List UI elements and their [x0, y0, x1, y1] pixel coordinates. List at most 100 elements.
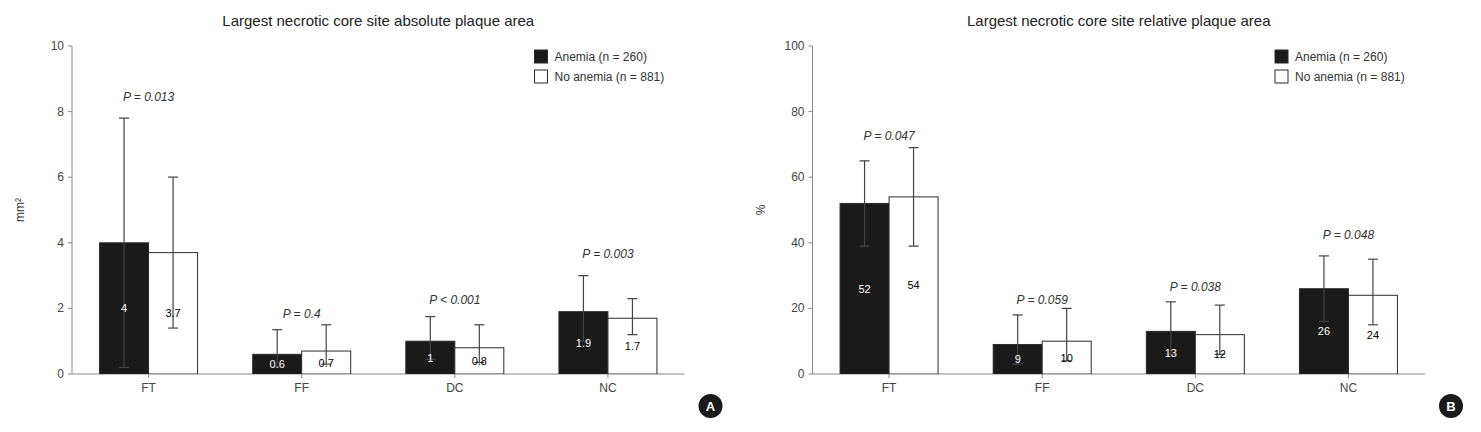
error-bar [1215, 305, 1225, 354]
data-label: 9 [1015, 353, 1021, 365]
y-axis-label: mm² [13, 198, 27, 222]
x-tick [1042, 374, 1043, 378]
legend-swatch [1275, 50, 1288, 63]
figure: Largest necrotic core site absolute plaq… [0, 0, 1481, 432]
chart-title: Largest necrotic core site relative plaq… [967, 12, 1271, 29]
x-tick-label: FT [882, 381, 897, 395]
error-cap [578, 275, 588, 276]
panel-label-badge [699, 394, 723, 418]
annotation: P = 0.013 [123, 90, 175, 104]
annotation: P = 0.4 [283, 307, 321, 321]
plot-area [100, 118, 657, 374]
x-tick-label: NC [1340, 381, 1358, 395]
error-stem [583, 276, 584, 342]
annotation: P = 0.003 [582, 247, 634, 261]
error-bar [119, 118, 129, 367]
y-tick-label: 6 [57, 170, 64, 184]
annotation: P = 0.038 [1170, 280, 1222, 294]
error-cap [1368, 324, 1378, 325]
panel-label: A [706, 399, 716, 414]
data-label: 3.7 [165, 307, 180, 319]
bar [253, 354, 302, 374]
error-cap [1319, 255, 1329, 256]
x-tick [454, 374, 455, 378]
error-cap [168, 177, 178, 178]
legend: Anemia (n = 260) No anemia (n = 881) [1275, 50, 1405, 84]
x-tick-label: NC [599, 381, 617, 395]
y-tick-label: 10 [51, 39, 65, 53]
plot-area [840, 148, 1397, 374]
error-bar [909, 148, 919, 246]
legend-label: No anemia (n = 881) [555, 70, 665, 84]
x-tick [148, 374, 149, 378]
error-stem [864, 161, 865, 246]
y-tick [809, 111, 813, 112]
error-cap [909, 147, 919, 148]
error-stem [1323, 256, 1324, 322]
x-tick-label: FF [294, 381, 309, 395]
error-stem [632, 299, 633, 335]
data-label: 52 [858, 283, 870, 295]
data-label: 1.9 [576, 337, 591, 349]
x-tick [1348, 374, 1349, 378]
y-tick-label: 100 [784, 39, 804, 53]
error-cap [1368, 259, 1378, 260]
y-axis-line [72, 46, 73, 374]
annotation: P = 0.059 [1017, 293, 1069, 307]
y-tick-label: 80 [791, 105, 805, 119]
error-cap [860, 245, 870, 246]
error-cap [425, 316, 435, 317]
legend-swatch [535, 50, 548, 63]
annotation: P = 0.048 [1323, 228, 1375, 242]
x-tick [607, 374, 608, 378]
error-cap [1215, 305, 1225, 306]
y-tick [68, 46, 72, 47]
error-cap [909, 245, 919, 246]
data-label: 24 [1367, 329, 1379, 341]
y-tick [809, 242, 813, 243]
y-tick [809, 374, 813, 375]
legend-swatch [1275, 70, 1288, 83]
error-stem [1372, 259, 1373, 325]
y-tick-label: 20 [791, 301, 805, 315]
x-tick-label: FF [1035, 381, 1050, 395]
panel-label: B [1446, 399, 1455, 414]
error-bar [578, 276, 588, 342]
data-label: 13 [1165, 347, 1177, 359]
legend-swatch [535, 70, 548, 83]
y-tick-label: 40 [791, 236, 805, 250]
error-cap [1062, 308, 1072, 309]
annotation: P < 0.001 [429, 293, 480, 307]
y-tick [68, 111, 72, 112]
data-labels: 40.611.93.70.70.81.7 [121, 302, 640, 370]
data-label: 0.6 [270, 358, 285, 370]
panel-label-badge [1439, 394, 1463, 418]
y-axis-line [812, 46, 813, 374]
error-bar [168, 177, 178, 328]
error-cap [321, 324, 331, 325]
error-cap [860, 160, 870, 161]
y-tick-label: 4 [57, 236, 64, 250]
legend: Anemia (n = 260)No anemia (n = 881) [535, 50, 665, 84]
data-label: 1.7 [625, 340, 640, 352]
error-cap [627, 334, 637, 335]
data-label: 0.7 [319, 357, 334, 369]
error-cap [1013, 314, 1023, 315]
legend-label: Anemia (n = 260) [1295, 50, 1387, 64]
x-tick-label: FT [141, 381, 156, 395]
data-label: 54 [907, 279, 919, 291]
error-cap [119, 367, 129, 368]
x-tick [1195, 374, 1196, 378]
data-label: 10 [1061, 352, 1073, 364]
error-stem [913, 148, 914, 246]
y-tick-label: 60 [791, 170, 805, 184]
data-label: 0.8 [472, 355, 487, 367]
x-tick-label: DC [446, 381, 464, 395]
data-labels: 529132654101224 [858, 279, 1379, 365]
error-bar [627, 299, 637, 335]
data-label: 12 [1214, 348, 1226, 360]
legend-label: No anemia (n = 881) [1295, 70, 1405, 84]
error-cap [168, 327, 178, 328]
error-cap [119, 118, 129, 119]
y-tick [68, 374, 72, 375]
